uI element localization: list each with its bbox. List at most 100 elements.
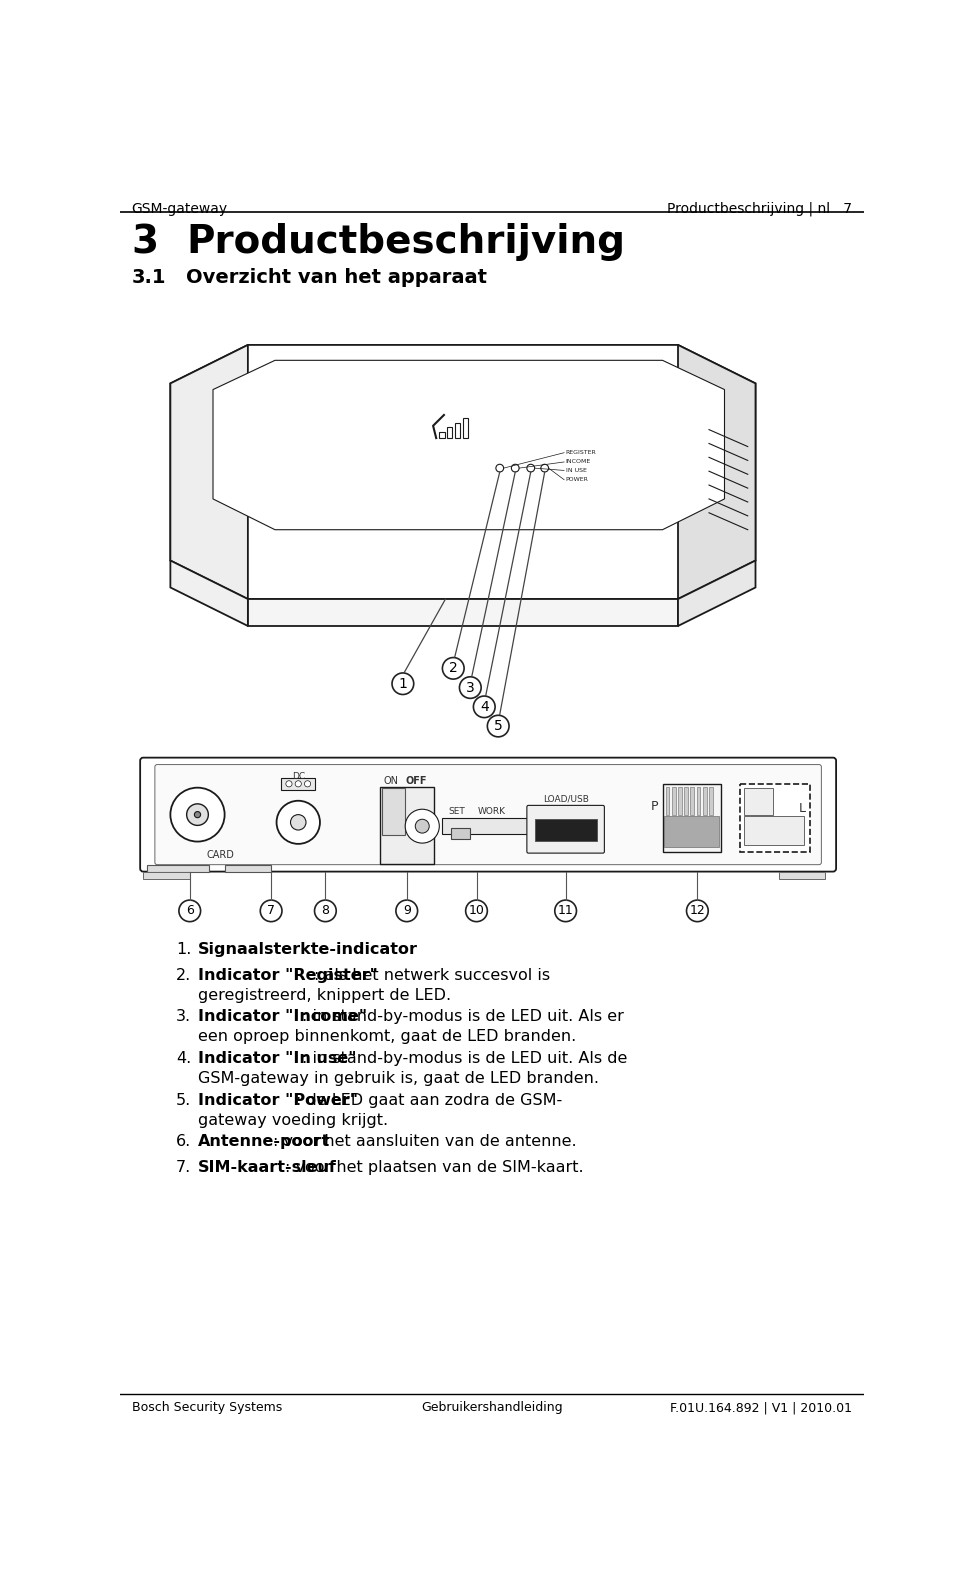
Text: 5.: 5. (176, 1093, 191, 1107)
Text: Overzicht van het apparaat: Overzicht van het apparaat (186, 267, 487, 286)
Circle shape (686, 901, 708, 921)
Text: 9: 9 (403, 904, 411, 918)
Circle shape (392, 673, 414, 695)
Text: 7: 7 (267, 904, 276, 918)
Bar (678, 788, 682, 815)
Polygon shape (213, 360, 725, 530)
Circle shape (276, 800, 320, 843)
Text: Signaalsterkte-indicator: Signaalsterkte-indicator (198, 942, 418, 956)
Bar (451, 829, 469, 840)
Text: GSM-gateway in gebruik is, gaat de LED branden.: GSM-gateway in gebruik is, gaat de LED b… (198, 1071, 598, 1087)
Bar (442, 818, 535, 834)
Text: 1: 1 (398, 676, 407, 690)
Circle shape (466, 901, 488, 921)
Text: 3: 3 (466, 681, 474, 695)
Bar (690, 788, 694, 815)
Text: IN USE: IN USE (565, 468, 587, 473)
Text: REGISTER: REGISTER (565, 450, 596, 455)
Circle shape (540, 465, 548, 473)
Text: : in stand-by-modus is de LED uit. Als er: : in stand-by-modus is de LED uit. Als e… (302, 1009, 624, 1025)
Bar (535, 819, 596, 840)
Text: Indicator "Power": Indicator "Power" (198, 1093, 357, 1107)
Text: WORK: WORK (478, 807, 506, 816)
Text: 6: 6 (186, 904, 194, 918)
Text: Indicator "In use": Indicator "In use" (198, 1052, 356, 1066)
Circle shape (186, 803, 208, 826)
Text: : voor het aansluiten van de antenne.: : voor het aansluiten van de antenne. (273, 1134, 577, 1149)
Circle shape (460, 676, 481, 698)
Circle shape (286, 781, 292, 788)
Circle shape (295, 781, 301, 788)
Circle shape (496, 465, 504, 473)
Text: Antenne-poort: Antenne-poort (198, 1134, 329, 1149)
Text: 4: 4 (480, 700, 489, 714)
Bar (697, 788, 701, 815)
Circle shape (396, 901, 418, 921)
Text: 3.: 3. (176, 1009, 191, 1025)
Text: 10: 10 (468, 904, 485, 918)
Text: een oproep binnenkomt, gaat de LED branden.: een oproep binnenkomt, gaat de LED brand… (198, 1029, 576, 1044)
Bar (684, 788, 688, 815)
Bar (447, 428, 452, 438)
Polygon shape (170, 345, 248, 600)
Bar (779, 872, 826, 880)
Text: DC: DC (292, 772, 305, 781)
Text: SET: SET (448, 807, 466, 816)
Text: : als het netwerk succesvol is: : als het netwerk succesvol is (314, 967, 550, 983)
Text: Productbeschrijving | nl   7: Productbeschrijving | nl 7 (667, 202, 852, 216)
Text: Indicator "Income": Indicator "Income" (198, 1009, 367, 1025)
Text: LOAD/USB: LOAD/USB (542, 794, 588, 803)
Text: POWER: POWER (565, 477, 588, 482)
Text: L: L (799, 802, 805, 815)
Text: gateway voeding krijgt.: gateway voeding krijgt. (198, 1112, 388, 1128)
Text: GSM-gateway: GSM-gateway (132, 202, 228, 216)
Polygon shape (170, 345, 756, 600)
Text: INCOME: INCOME (565, 460, 590, 465)
Text: geregistreerd, knippert de LED.: geregistreerd, knippert de LED. (198, 988, 450, 1002)
Bar (664, 816, 719, 846)
Text: : de LED gaat aan zodra de GSM-: : de LED gaat aan zodra de GSM- (297, 1093, 563, 1107)
Text: 1.: 1. (176, 942, 191, 956)
Text: ON: ON (383, 776, 398, 786)
Circle shape (260, 901, 282, 921)
Text: F.01U.164.892 | V1 | 2010.01: F.01U.164.892 | V1 | 2010.01 (670, 1402, 852, 1414)
Circle shape (473, 695, 495, 718)
Circle shape (304, 781, 311, 788)
Bar (709, 788, 713, 815)
Circle shape (488, 716, 509, 737)
Text: 3: 3 (132, 223, 158, 261)
Text: : voor het plaatsen van de SIM-kaart.: : voor het plaatsen van de SIM-kaart. (285, 1160, 584, 1176)
Text: 7.: 7. (176, 1160, 191, 1176)
Bar (665, 788, 669, 815)
Circle shape (194, 811, 201, 818)
FancyBboxPatch shape (155, 765, 822, 864)
Bar (672, 788, 676, 815)
Text: Productbeschrijving: Productbeschrijving (186, 223, 625, 261)
Text: OFF: OFF (405, 776, 426, 786)
Text: Indicator "Register": Indicator "Register" (198, 967, 377, 983)
Bar (744, 788, 774, 816)
Bar (143, 872, 190, 880)
Text: 6.: 6. (176, 1134, 191, 1149)
Text: Bosch Security Systems: Bosch Security Systems (132, 1402, 282, 1414)
Circle shape (416, 819, 429, 834)
Text: 3.1: 3.1 (132, 267, 166, 286)
Polygon shape (678, 560, 756, 625)
Text: Gebruikershandleiding: Gebruikershandleiding (421, 1402, 563, 1414)
Text: 5: 5 (493, 719, 503, 733)
Text: CARD: CARD (206, 850, 234, 859)
Text: 11: 11 (558, 904, 573, 918)
Bar (225, 866, 271, 872)
Text: P: P (651, 800, 659, 813)
Polygon shape (678, 345, 756, 600)
Bar (147, 866, 209, 872)
Bar (463, 418, 468, 438)
FancyBboxPatch shape (527, 805, 605, 853)
Bar (281, 778, 315, 791)
Bar (744, 816, 804, 845)
Text: 4.: 4. (176, 1052, 191, 1066)
Text: SIM-kaart-sleuf: SIM-kaart-sleuf (198, 1160, 336, 1176)
Circle shape (527, 465, 535, 473)
Bar (703, 788, 707, 815)
Polygon shape (170, 560, 248, 625)
